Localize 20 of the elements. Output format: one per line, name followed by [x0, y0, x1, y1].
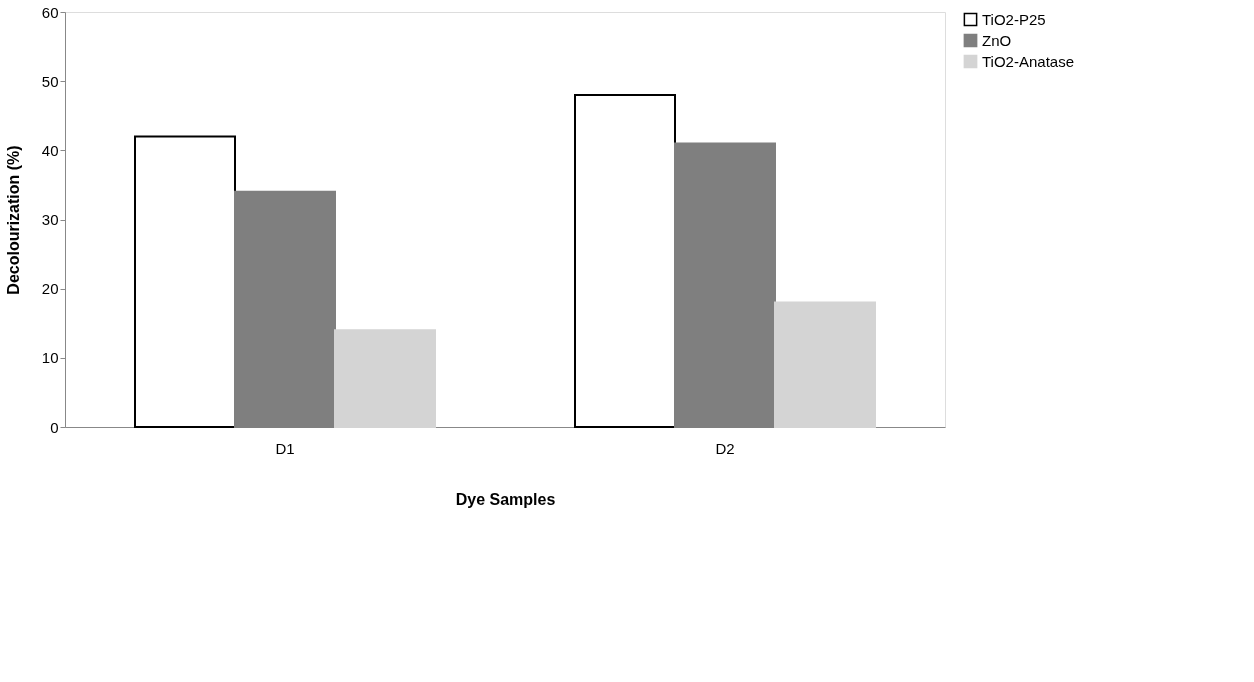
legend-label: TiO2-P25 — [982, 10, 1046, 28]
y-tick-label: 50 — [41, 72, 59, 90]
y-tick-label: 60 — [41, 3, 59, 21]
x-tick-label: D1 — [275, 439, 295, 457]
bar — [674, 142, 776, 428]
y-tick-label: 0 — [50, 418, 59, 436]
bar — [134, 135, 236, 428]
y-tick-label: 10 — [41, 349, 59, 367]
bar — [234, 190, 336, 428]
bar — [774, 301, 876, 428]
y-axis-title: Decolourization (%) — [4, 145, 22, 295]
y-tick-label: 40 — [41, 141, 59, 159]
bar — [334, 329, 436, 428]
bar — [574, 94, 676, 428]
x-axis-title: Dye Samples — [455, 490, 556, 508]
legend-label: TiO2-Anatase — [982, 52, 1074, 70]
x-tick-label: D2 — [715, 439, 735, 457]
y-tick-label: 30 — [41, 211, 59, 228]
y-tick-label: 20 — [41, 280, 59, 298]
legend-label: ZnO — [982, 31, 1012, 49]
